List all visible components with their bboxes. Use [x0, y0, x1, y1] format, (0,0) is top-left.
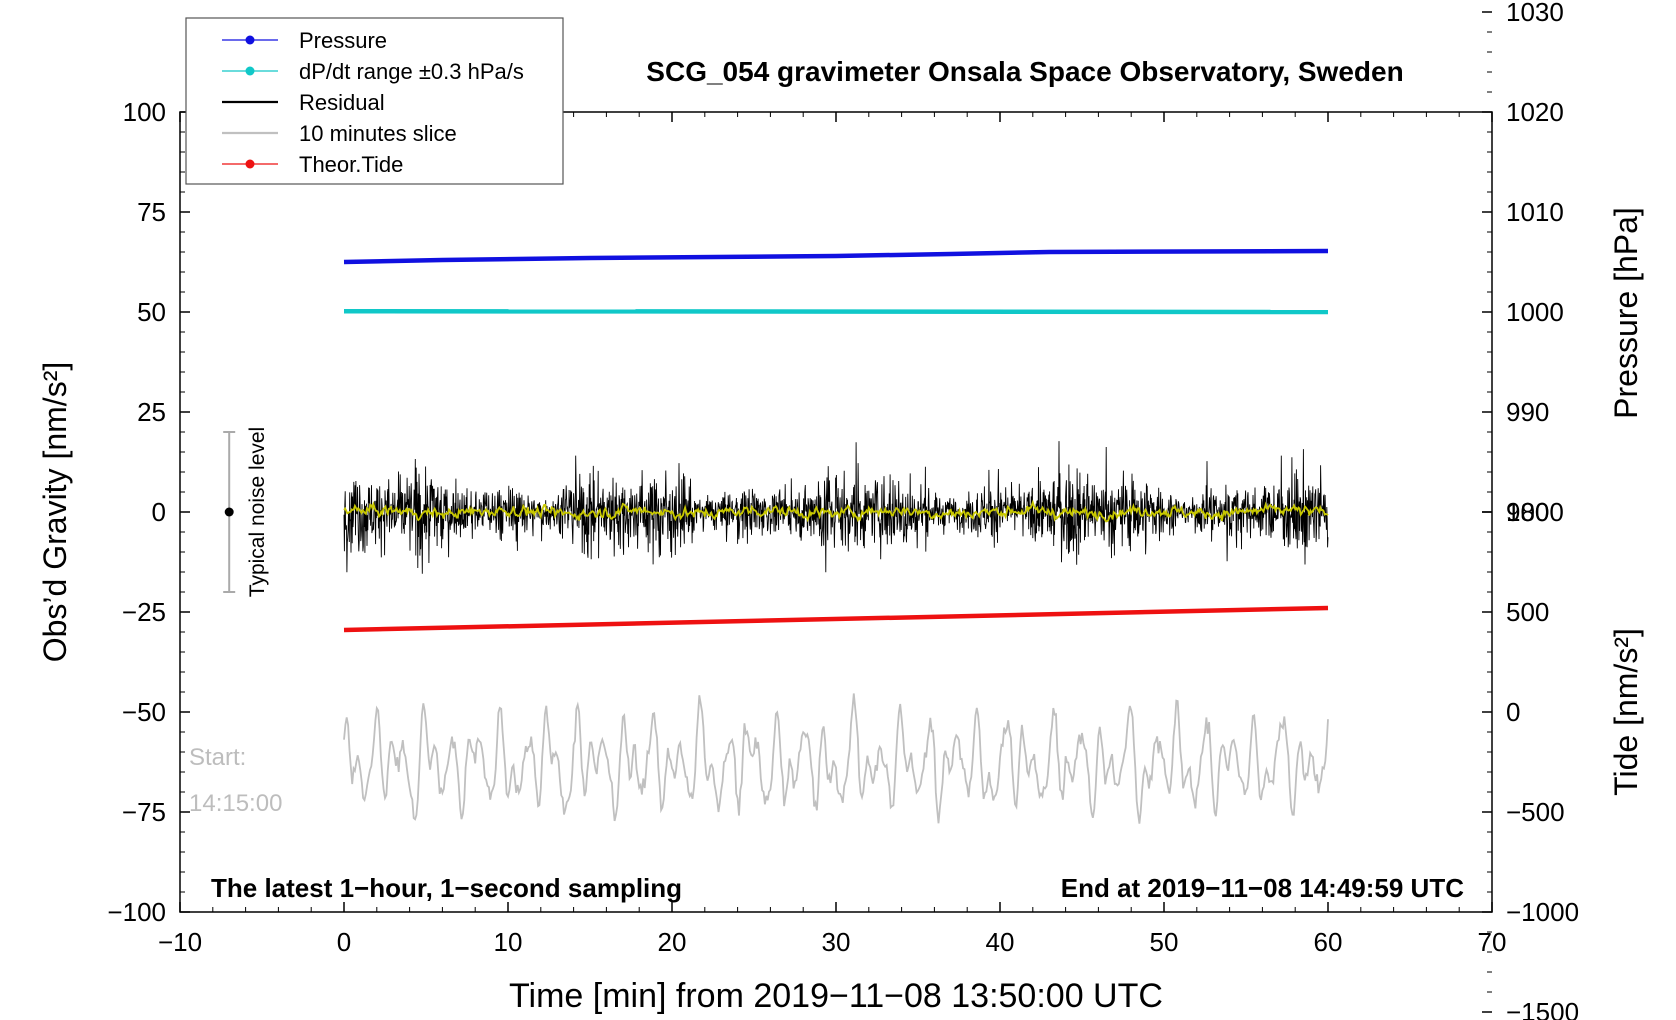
pressure-tick-label: 1030 — [1506, 0, 1564, 27]
tide-tick-label: 1000 — [1506, 497, 1564, 527]
pressure-tick-label: 1000 — [1506, 297, 1564, 327]
slice-line — [343, 693, 1329, 824]
pressure-tick-label: 1010 — [1506, 197, 1564, 227]
tide-line — [343, 605, 1329, 633]
x-tick-label: 20 — [658, 927, 687, 957]
pressure-tick-label: 1020 — [1506, 97, 1564, 127]
pressure-line — [343, 248, 1329, 265]
slice-series — [343, 693, 1329, 824]
y-tick-label: 100 — [123, 97, 166, 127]
level-series — [343, 248, 1329, 633]
dpdt-line — [343, 308, 1329, 315]
x-axis-label: Time [min] from 2019−11−08 13:50:00 UTC — [509, 977, 1163, 1015]
legend-label: dP/dt range ±0.3 hPa/s — [299, 59, 524, 84]
y-tick-label: 75 — [137, 197, 166, 227]
tide-tick-label: 0 — [1506, 697, 1520, 727]
noise-label: Typical noise level — [246, 427, 269, 597]
tide-tick-label: 500 — [1506, 597, 1549, 627]
y-tick-label: −25 — [122, 597, 166, 627]
pressure-tick-label: 980 — [1506, 497, 1549, 527]
y-tick-label: −100 — [107, 897, 166, 927]
y-axis-label-tide: Tide [nm/s²] — [1608, 628, 1644, 796]
noise-bar-center — [224, 507, 234, 517]
smoothed-line — [343, 499, 1329, 523]
y-axis-label-pressure: Pressure [hPa] — [1608, 207, 1644, 419]
noise-bar: Typical noise level — [223, 427, 269, 597]
y-tick-label: 0 — [152, 497, 166, 527]
sampling-note: The latest 1−hour, 1−second sampling — [211, 873, 682, 903]
axis-ticks: −10 0 10 20 30 40 50 60 701007550250−25−50−75−10… — [107, 0, 1579, 1020]
x-tick-label: 50 — [1150, 927, 1179, 957]
residual-series — [343, 441, 1329, 574]
legend-marker — [245, 159, 255, 169]
end-time-note: End at 2019−11−08 14:49:59 UTC — [1061, 873, 1464, 903]
x-tick-label: 60 — [1314, 927, 1343, 957]
legend-marker — [245, 66, 255, 76]
x-tick-label: 40 — [986, 927, 1015, 957]
residual-line — [343, 441, 1329, 574]
pressure-tick-label: 990 — [1506, 397, 1549, 427]
legend: Pressure dP/dt range ±0.3 hPa/s Residual 10… — [185, 17, 564, 185]
legend-marker — [245, 35, 255, 45]
x-tick-label: 0 — [337, 927, 351, 957]
y-tick-label: −50 — [122, 697, 166, 727]
legend-label: Pressure — [299, 28, 387, 53]
x-tick-label: 10 — [494, 927, 523, 957]
tide-tick-label: −500 — [1506, 797, 1565, 827]
y-tick-label: 50 — [137, 297, 166, 327]
legend-label: Theor.Tide — [299, 152, 403, 177]
y-tick-label: 25 — [137, 397, 166, 427]
start-time: 14:15:00 — [189, 790, 282, 817]
x-tick-label: −10 — [158, 927, 202, 957]
legend-label: Residual — [299, 90, 385, 115]
y-tick-label: −75 — [122, 797, 166, 827]
smoothed-series — [343, 499, 1329, 523]
tide-tick-label: −1500 — [1506, 997, 1579, 1020]
legend-label: 10 minutes slice — [299, 121, 457, 146]
chart-title: SCG_054 gravimeter Onsala Space Observat… — [646, 56, 1403, 87]
start-label: Start: — [189, 744, 246, 771]
y-axis-label-left: Obs’d Gravity [nm/s²] — [37, 362, 73, 663]
tide-tick-label: −1000 — [1506, 897, 1579, 927]
x-tick-label: 30 — [822, 927, 851, 957]
